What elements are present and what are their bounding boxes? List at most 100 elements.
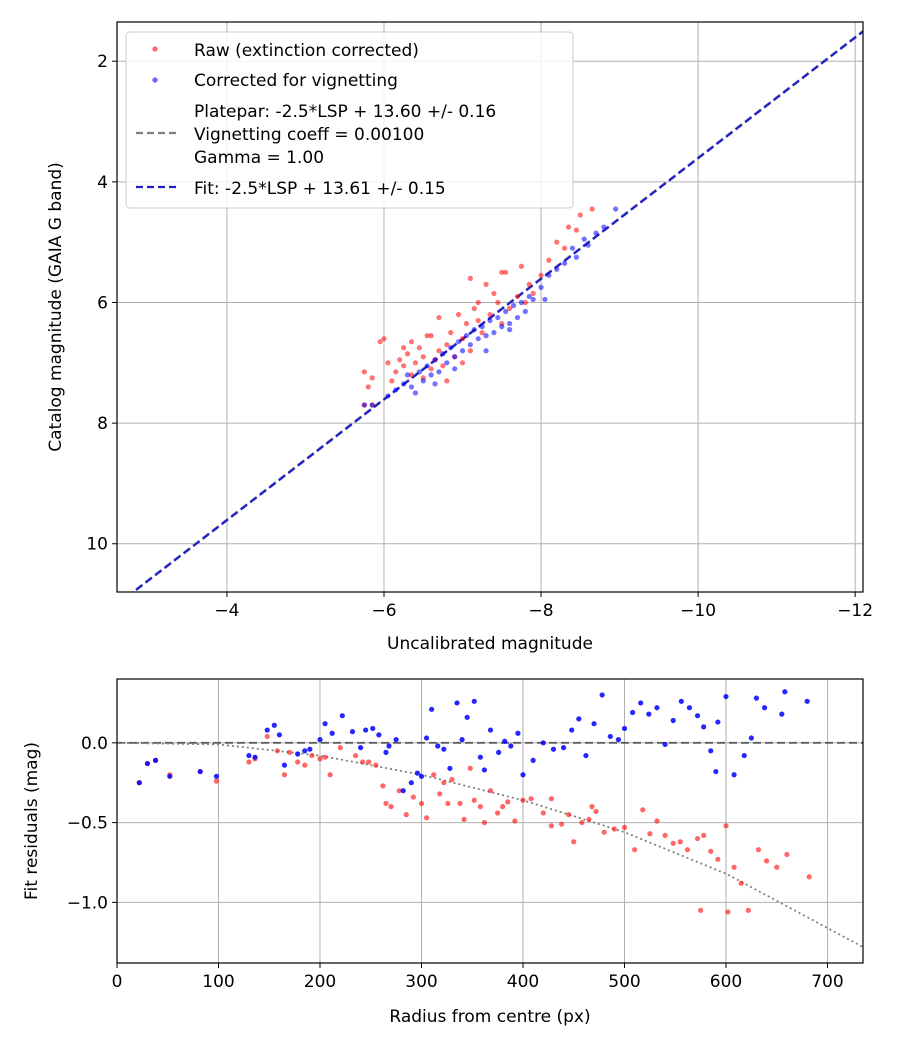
- bottom-corrected-point: [646, 711, 652, 717]
- bottom-corrected-point: [167, 773, 173, 779]
- top-raw-point: [381, 336, 387, 342]
- bottom-corrected-point: [477, 754, 483, 760]
- top-x-axis-label: Uncalibrated magnitude: [387, 634, 593, 654]
- bottom-x-tick-label: 700: [811, 972, 843, 992]
- bottom-raw-point: [684, 847, 691, 853]
- top-corrected-point: [385, 393, 391, 399]
- top-corrected-point: [471, 327, 477, 333]
- bottom-raw-point: [701, 832, 707, 838]
- bottom-raw-point: [410, 794, 416, 800]
- top-raw-point: [487, 311, 493, 318]
- top-corrected-point: [483, 348, 489, 354]
- top-raw-point: [369, 375, 375, 381]
- bottom-corrected-point: [662, 741, 668, 748]
- top-raw-point: [479, 330, 485, 336]
- bottom-corrected-point: [459, 737, 465, 743]
- top-corrected-point: [440, 351, 446, 357]
- top-x-tick-label: −12: [837, 601, 873, 621]
- bottom-corrected-point: [329, 730, 335, 736]
- top-raw-point: [401, 363, 407, 369]
- top-corrected-point: [361, 402, 367, 408]
- bottom-corrected-point: [748, 735, 754, 741]
- top-corrected-point: [424, 363, 430, 369]
- bottom-raw-point: [593, 808, 599, 815]
- bottom-corrected-point: [741, 752, 747, 759]
- top-ticks: −4 −6 −8 −10 −12 2 4 6 8 10: [86, 52, 873, 621]
- bottom-raw-point: [495, 810, 501, 816]
- top-corrected-point: [569, 245, 576, 251]
- bottom-raw-point: [708, 848, 714, 854]
- top-corrected-point: [522, 308, 528, 315]
- bottom-corrected-point: [295, 751, 301, 757]
- top-corrected-point: [562, 260, 568, 266]
- bottom-y-tick-label: 0.0: [81, 734, 108, 754]
- top-raw-point: [475, 299, 481, 306]
- top-raw-point: [546, 257, 552, 263]
- bottom-y-tick-label: −1.0: [67, 893, 108, 913]
- bottom-corrected-point: [464, 714, 470, 720]
- bottom-corrected-point: [686, 705, 693, 711]
- bottom-raw-point: [431, 772, 437, 778]
- bottom-x-tick-label: 600: [710, 972, 742, 992]
- bottom-raw-point: [437, 791, 443, 797]
- bottom-x-tick-label: 100: [202, 972, 234, 992]
- bottom-raw-point: [647, 831, 653, 837]
- top-raw-point: [491, 290, 497, 297]
- top-chart: −4 −6 −8 −10 −12 2 4 6 8 10 Uncalibrated magnitud…: [46, 21, 873, 654]
- bottom-corrected-point: [496, 749, 502, 755]
- bottom-raw-point: [662, 832, 668, 838]
- bottom-raw-point: [286, 749, 293, 755]
- bottom-corrected-point: [591, 721, 597, 727]
- top-raw-point: [428, 366, 434, 372]
- bottom-corrected-point: [252, 754, 258, 760]
- bottom-corrected-point: [383, 749, 389, 755]
- top-x-tick-label: −6: [371, 601, 396, 621]
- bottom-corrected-point: [599, 692, 605, 698]
- top-scatter-points: [361, 206, 619, 408]
- top-raw-point: [526, 281, 532, 287]
- top-corrected-point: [499, 324, 505, 330]
- top-raw-point: [538, 272, 544, 278]
- bottom-corrected-point: [454, 700, 460, 706]
- top-corrected-point: [601, 224, 607, 230]
- bottom-grid: [116, 679, 863, 963]
- top-raw-point: [404, 351, 411, 357]
- legend-corrected-label: Corrected for vignetting: [194, 71, 398, 91]
- bottom-raw-point: [806, 874, 812, 880]
- bottom-raw-point: [403, 812, 409, 818]
- bottom-corrected-point: [607, 733, 613, 740]
- top-corrected-point: [404, 372, 411, 378]
- top-raw-point: [514, 293, 521, 300]
- bottom-raw-point: [586, 816, 592, 823]
- top-corrected-point: [542, 296, 548, 303]
- bottom-raw-point: [558, 821, 565, 827]
- bottom-corrected-point: [197, 768, 203, 775]
- top-corrected-point: [432, 357, 438, 363]
- bottom-raw-point: [589, 804, 595, 810]
- top-raw-point: [365, 384, 371, 390]
- bottom-corrected-point: [302, 748, 308, 754]
- bottom-corrected-point: [550, 746, 557, 752]
- top-raw-point: [440, 363, 446, 369]
- bottom-plot-frame: [116, 678, 864, 964]
- bottom-x-tick-label: 500: [608, 972, 640, 992]
- top-corrected-point: [518, 299, 525, 306]
- top-x-tick-label: −10: [680, 601, 716, 621]
- bottom-corrected-point: [400, 788, 406, 794]
- top-raw-point: [562, 245, 568, 251]
- legend-platepar-label: Platepar: -2.5*LSP + 13.60 +/- 0.16: [194, 102, 496, 122]
- top-raw-point: [577, 212, 583, 218]
- legend-gamma-label: Gamma = 1.00: [194, 148, 324, 168]
- bottom-raw-point: [723, 823, 729, 829]
- bottom-x-axis-label: Radius from centre (px): [389, 1007, 590, 1027]
- bottom-raw-point: [309, 752, 315, 759]
- top-plot-frame: [116, 21, 864, 593]
- bottom-raw-point: [337, 745, 343, 751]
- bottom-corrected-point: [271, 722, 277, 728]
- top-legend: Raw (extinction corrected) Corrected for…: [125, 31, 574, 209]
- top-raw-point: [459, 360, 466, 366]
- top-y-tick-label: 6: [97, 293, 108, 313]
- bottom-raw-point: [418, 800, 425, 807]
- top-raw-point: [499, 269, 505, 275]
- bottom-raw-point: [264, 733, 270, 740]
